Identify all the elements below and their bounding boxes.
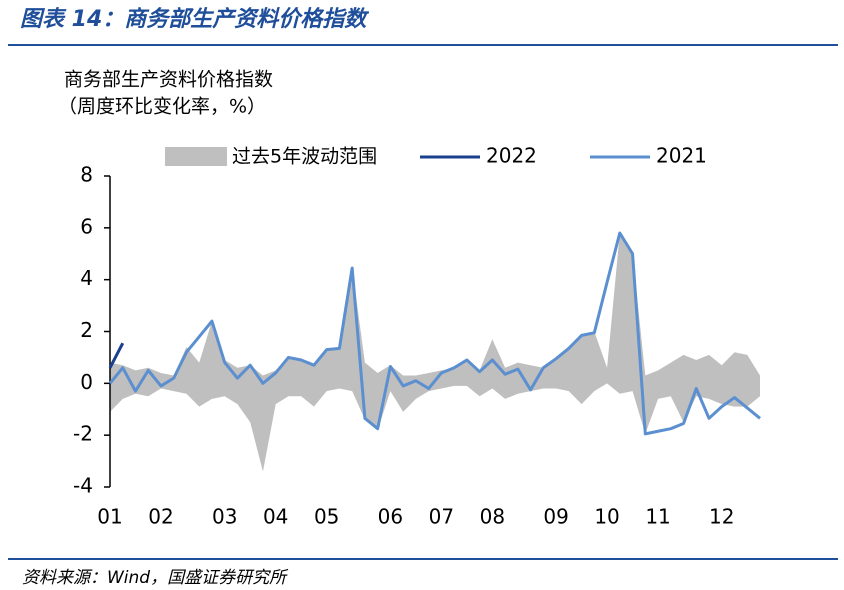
legend-label: 2021 xyxy=(656,144,707,168)
y-tick-label: -4 xyxy=(73,474,93,498)
x-tick-label: 01 xyxy=(97,505,122,529)
figure-title: 图表 14：商务部生产资料价格指数 xyxy=(20,6,369,32)
x-tick-label: 04 xyxy=(263,505,288,529)
legend-label: 过去5年波动范围 xyxy=(232,146,377,168)
x-tick-label: 10 xyxy=(594,505,619,529)
y-tick-label: 0 xyxy=(80,370,93,394)
x-tick-label: 11 xyxy=(645,505,670,529)
y-tick-label: 2 xyxy=(80,318,93,342)
x-tick-label: 05 xyxy=(314,505,339,529)
y-tick-label: 4 xyxy=(80,266,93,290)
y-tick-label: 6 xyxy=(80,214,93,238)
series-line xyxy=(108,342,125,369)
range-band xyxy=(110,233,760,472)
y-tick-label: 8 xyxy=(80,163,93,187)
legend-label: 2022 xyxy=(486,144,537,168)
x-tick-label: 06 xyxy=(378,505,403,529)
x-tick-label: 02 xyxy=(148,505,173,529)
x-tick-label: 08 xyxy=(480,505,505,529)
series-line xyxy=(108,231,761,436)
y-tick-label: -2 xyxy=(73,422,93,446)
chart-title: 商务部生产资料价格指数 xyxy=(64,69,273,91)
source: 资料来源：Wind，国盛证券研究所 xyxy=(22,568,289,588)
x-tick-label: 03 xyxy=(212,505,237,529)
x-tick-label: 09 xyxy=(543,505,568,529)
chart-subtitle: （周度环比变化率，%） xyxy=(58,96,266,118)
x-tick-label: 07 xyxy=(429,505,454,529)
legend-swatch xyxy=(165,147,227,166)
x-tick-label: 12 xyxy=(709,505,734,529)
